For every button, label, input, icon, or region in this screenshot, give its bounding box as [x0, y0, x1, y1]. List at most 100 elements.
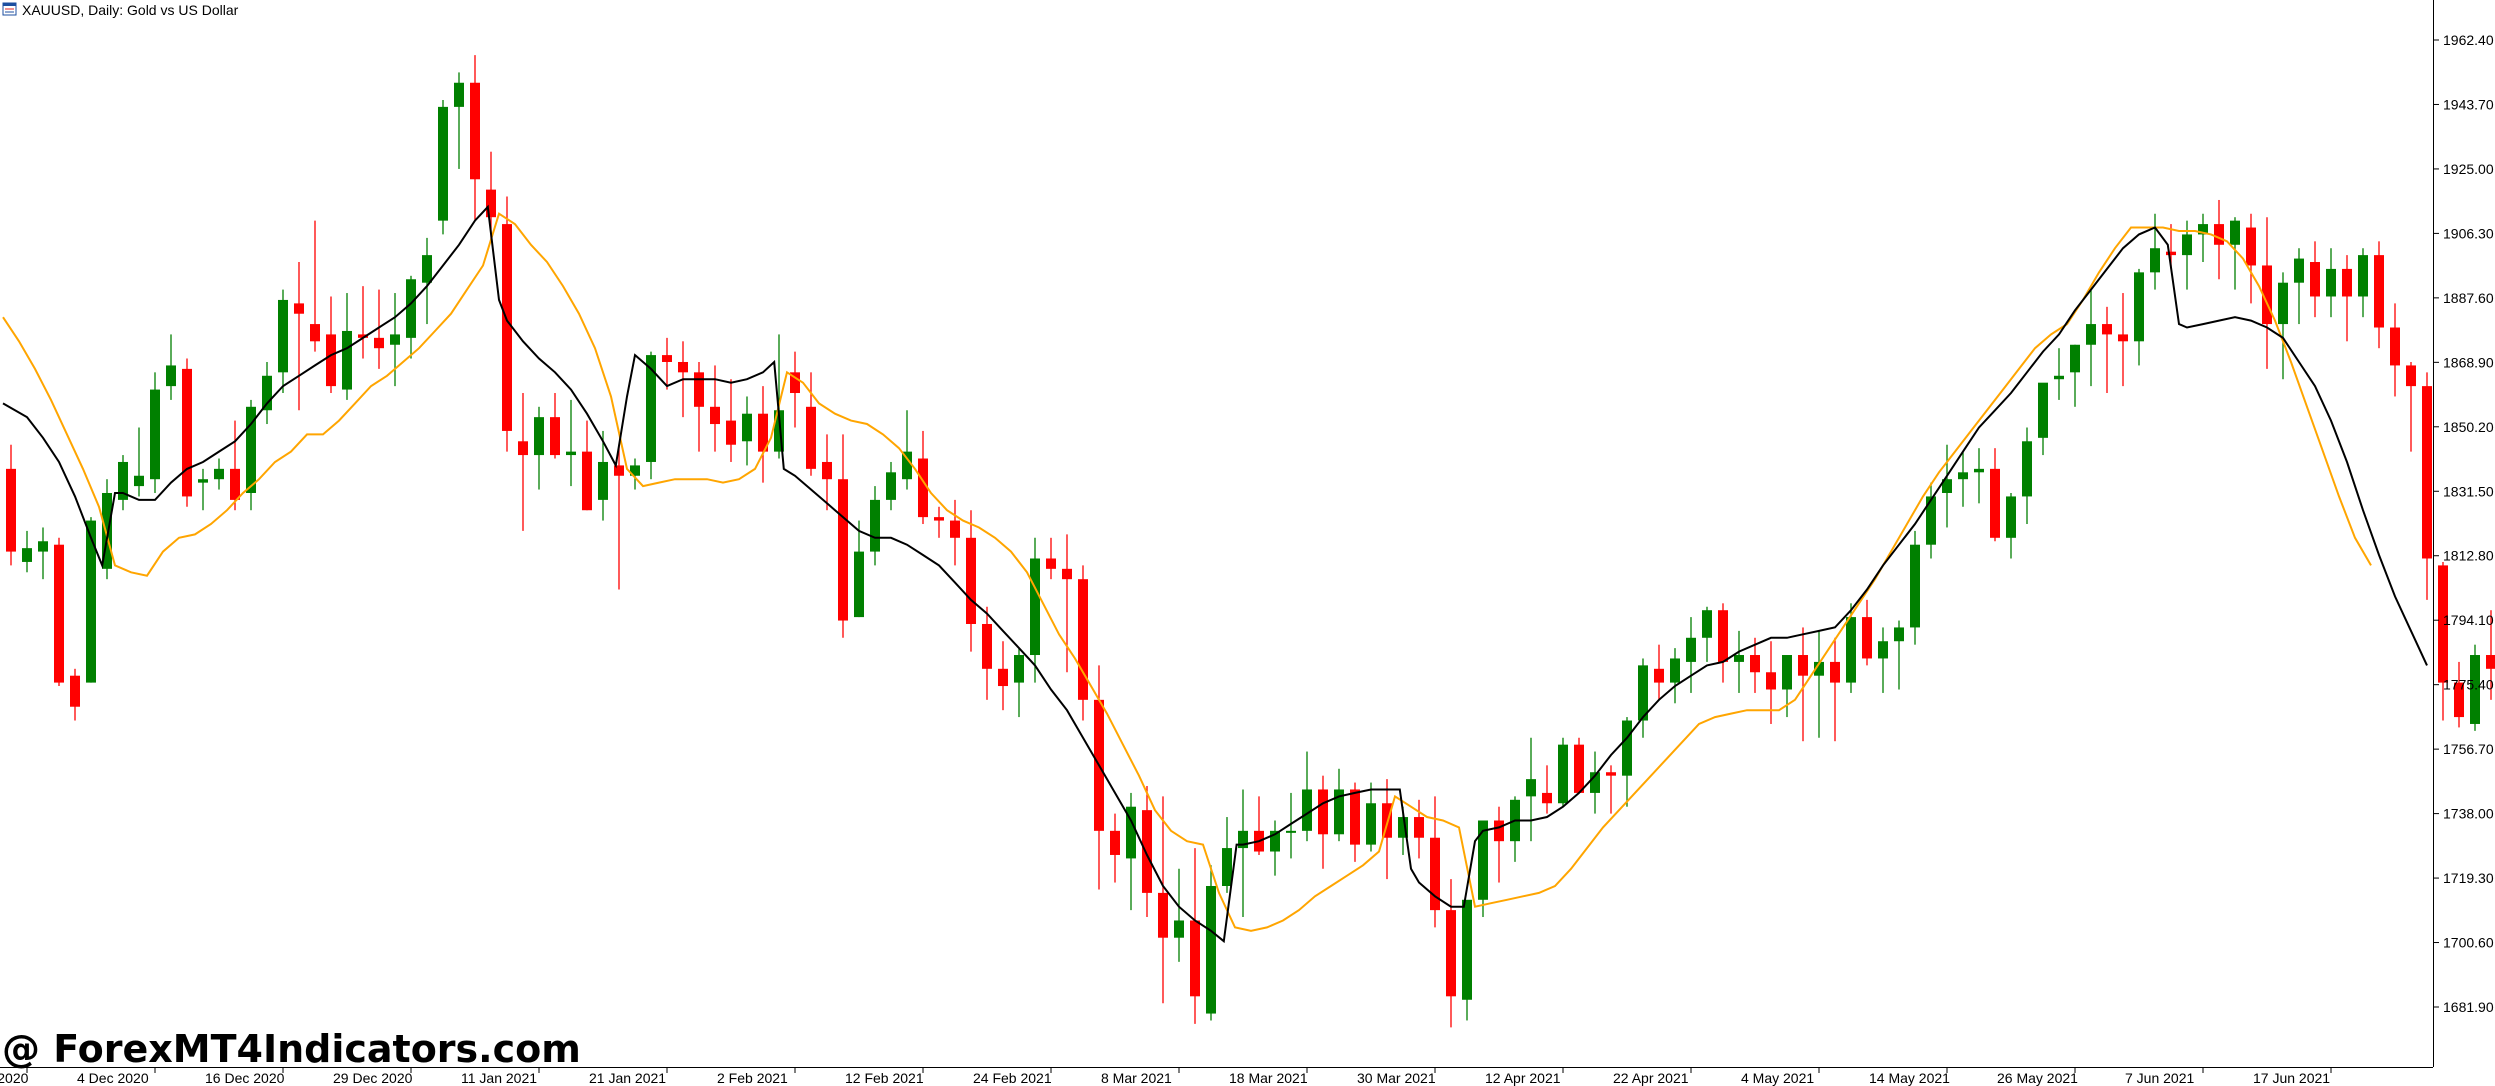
- x-tick-label: 24 Feb 2021: [973, 1070, 1052, 1086]
- candle-body: [886, 472, 896, 500]
- candle: [2214, 199, 2224, 280]
- candle: [1302, 751, 1312, 842]
- candle-body: [2246, 227, 2256, 266]
- candle: [2198, 213, 2208, 263]
- candle: [326, 296, 336, 394]
- candle-body: [2422, 386, 2432, 559]
- candle-body: [1574, 744, 1584, 793]
- candle-body: [1606, 772, 1616, 776]
- candle: [1222, 817, 1232, 893]
- candle-body: [2054, 375, 2064, 380]
- candle-body: [2150, 248, 2160, 273]
- candle-body: [1862, 617, 1872, 659]
- candle: [70, 668, 80, 721]
- candle-body: [582, 451, 592, 511]
- candle-body: [2326, 268, 2336, 297]
- x-tick-label: 30 Mar 2021: [1357, 1070, 1436, 1086]
- candle: [422, 237, 432, 325]
- candle-body: [342, 330, 352, 390]
- candle-body: [1654, 668, 1664, 683]
- candle: [2406, 361, 2416, 452]
- candle: [2422, 372, 2432, 600]
- candle: [86, 517, 96, 683]
- candle: [1446, 879, 1456, 1028]
- candle: [2246, 213, 2256, 304]
- candle: [1926, 482, 1936, 559]
- candle: [1126, 792, 1136, 911]
- candle: [342, 293, 352, 400]
- candle: [566, 399, 576, 487]
- candle: [1366, 782, 1376, 852]
- candle-body: [1030, 558, 1040, 656]
- candle: [854, 520, 864, 618]
- candle: [1542, 765, 1552, 814]
- candle-body: [1366, 803, 1376, 845]
- candle-body: [1062, 568, 1072, 580]
- candle-body: [118, 461, 128, 500]
- candle-body: [1526, 779, 1536, 797]
- candle: [2470, 644, 2480, 731]
- candle-body: [2198, 224, 2208, 235]
- x-tick-label: 29 Dec 2020: [333, 1070, 413, 1086]
- candle-body: [454, 82, 464, 107]
- candle: [2454, 661, 2464, 728]
- title-area: XAUUSD, Daily: Gold vs US Dollar: [2, 2, 239, 18]
- y-tick-label: 1719.30: [2443, 870, 2494, 886]
- candle-body: [2438, 565, 2448, 683]
- candle: [358, 286, 368, 359]
- candle-body: [806, 406, 816, 469]
- candle-body: [902, 451, 912, 480]
- candle: [1830, 637, 1840, 742]
- candle-body: [918, 458, 928, 518]
- candle-body: [2086, 324, 2096, 345]
- candle: [886, 461, 896, 511]
- candle-body: [2486, 655, 2495, 669]
- x-tick-label: 12 Feb 2021: [845, 1070, 924, 1086]
- candle-body: [1222, 848, 1232, 886]
- x-tick-label: 26 May 2021: [1997, 1070, 2078, 1086]
- candle: [790, 351, 800, 428]
- candle-body: [518, 441, 528, 456]
- candle-body: [1446, 910, 1456, 997]
- candle-body: [1078, 579, 1088, 700]
- candle: [1606, 765, 1616, 814]
- candle-body: [726, 420, 736, 445]
- candle: [838, 434, 848, 638]
- candle: [182, 358, 192, 507]
- candle: [1046, 537, 1056, 580]
- candle: [2230, 217, 2240, 290]
- x-tick-label: 22 Apr 2021: [1613, 1070, 1689, 1086]
- y-tick-label: 1850.20: [2443, 419, 2494, 435]
- candle: [2294, 248, 2304, 325]
- candle: [822, 434, 832, 511]
- candle: [294, 262, 304, 411]
- candle-body: [166, 365, 176, 387]
- candle-body: [2118, 334, 2128, 342]
- candle-body: [2102, 324, 2112, 335]
- candle: [2262, 217, 2272, 369]
- x-tick-label: 17 Jun 2021: [2253, 1070, 2330, 1086]
- candle: [2054, 348, 2064, 400]
- candle: [1526, 737, 1536, 842]
- candle-body: [1398, 817, 1408, 838]
- candle-body: [6, 468, 16, 552]
- candle: [598, 430, 608, 521]
- candle-body: [2278, 282, 2288, 325]
- candle-body: [22, 548, 32, 562]
- candle: [1558, 737, 1568, 807]
- candle: [694, 361, 704, 452]
- candle-body: [438, 106, 448, 221]
- candle-body: [2358, 255, 2368, 297]
- candle-body: [486, 189, 496, 218]
- candle-body: [374, 337, 384, 349]
- candle: [1174, 868, 1184, 962]
- candle: [150, 372, 160, 493]
- candle: [1014, 648, 1024, 718]
- candle: [2134, 268, 2144, 366]
- candle-body: [1350, 789, 1360, 845]
- candle: [1478, 820, 1488, 918]
- candle: [1942, 444, 1952, 528]
- candle: [438, 99, 448, 235]
